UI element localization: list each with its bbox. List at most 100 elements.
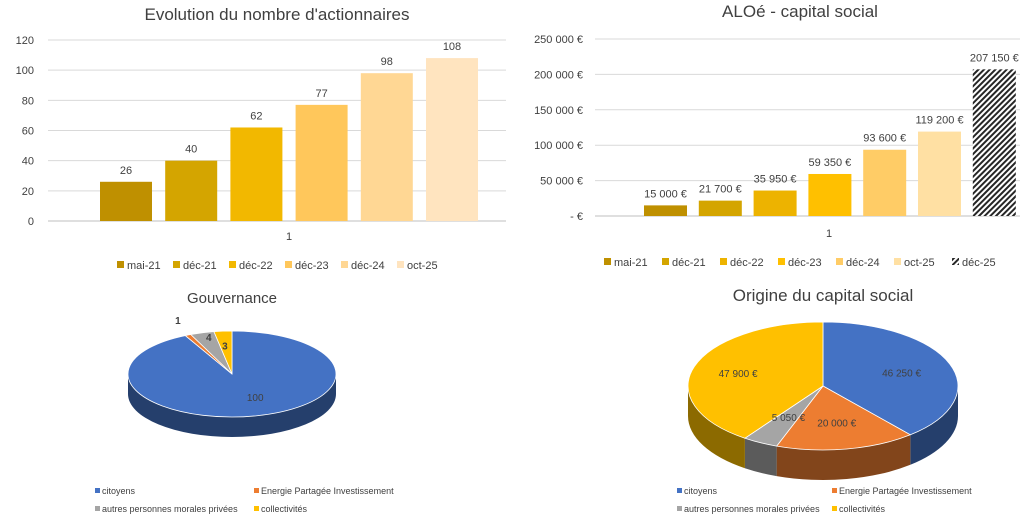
- y-tick-label: 60: [22, 126, 34, 138]
- y-tick-label: 200 000 €: [534, 69, 583, 81]
- legend-entry: citoyens: [102, 486, 136, 496]
- y-tick-label: - €: [570, 211, 583, 223]
- data-label: 15 000 €: [644, 188, 687, 200]
- legend-swatch: [341, 261, 348, 268]
- legend-swatch: [604, 258, 611, 265]
- data-label: 98: [381, 56, 393, 68]
- legend-swatch: [229, 261, 236, 268]
- pie-slice-citoyens: [822, 321, 959, 436]
- legend-swatch: [285, 261, 292, 268]
- bar-déc-24: [360, 73, 413, 221]
- data-label: 21 700 €: [699, 184, 742, 196]
- legend-swatch: [117, 261, 124, 268]
- slice-data-label: 46 250 €: [882, 368, 921, 379]
- legend-entry: autres personnes morales privées: [102, 504, 238, 514]
- legend-swatch: [662, 258, 669, 265]
- legend-swatch: [95, 488, 100, 493]
- capital-origin-pie-chart: Origine du capital social 46 250 € 20 000…: [677, 286, 972, 514]
- data-label: 35 950 €: [754, 174, 797, 186]
- legend-swatch: [894, 258, 901, 265]
- slice-data-label: 1: [175, 316, 181, 327]
- legend-swatch: [254, 506, 259, 511]
- y-tick-label: 250 000 €: [534, 34, 583, 46]
- legend-entry: mai-21: [127, 260, 161, 272]
- bar-déc-21: [165, 160, 218, 221]
- data-label: 108: [443, 41, 461, 53]
- bar-déc-22: [230, 127, 283, 221]
- legend-swatch: [677, 488, 682, 493]
- y-tick-label: 150 000 €: [534, 105, 583, 117]
- slice-data-label: 47 900 €: [719, 369, 758, 380]
- legend-swatch: [397, 261, 404, 268]
- data-label: 93 600 €: [863, 133, 906, 145]
- legend-entry: oct-25: [407, 260, 438, 272]
- legend-entry: collectivités: [839, 504, 886, 514]
- legend-entry: Energie Partagée Investissement: [261, 486, 394, 496]
- legend-entry: Energie Partagée Investissement: [839, 486, 972, 496]
- bar-déc-25: [972, 69, 1016, 216]
- slice-data-label: 20 000 €: [817, 419, 856, 430]
- legend-entry: mai-21: [614, 257, 648, 269]
- chart-title: Gouvernance: [187, 290, 277, 307]
- pie-slice-side-0: [910, 386, 958, 465]
- chart-title: Origine du capital social: [733, 286, 913, 305]
- legend-entry: déc-21: [183, 260, 217, 272]
- pie-slice-side-1: [776, 434, 911, 480]
- chart-title: ALOé - capital social: [722, 2, 878, 21]
- legend-entry: autres personnes morales privées: [684, 504, 820, 514]
- data-label: 40: [185, 144, 197, 156]
- legend-entry: déc-23: [788, 257, 822, 269]
- y-tick-label: 20: [22, 186, 34, 198]
- data-label: 207 150 €: [970, 52, 1019, 64]
- slice-data-label: 4: [206, 333, 212, 344]
- data-label: 119 200 €: [915, 115, 963, 127]
- pie-slice-side-2: [744, 438, 777, 477]
- legend-swatch: [832, 506, 837, 511]
- legend-swatch: [720, 258, 727, 265]
- pie-slice-collectivités: [687, 321, 824, 439]
- x-tick-label: 1: [286, 231, 292, 243]
- bar-déc-22: [753, 190, 797, 216]
- pie-slice-side-3: [688, 386, 745, 469]
- legend-swatch: [836, 258, 843, 265]
- slice-data-label: 3: [222, 342, 228, 353]
- y-tick-label: 120: [16, 35, 34, 47]
- governance-pie-chart: Gouvernance 100 1 43 citoyens Energie Parta…: [95, 290, 394, 514]
- legend-entry: déc-21: [672, 257, 706, 269]
- legend-entry: déc-25: [962, 257, 996, 269]
- slice-data-label: 100: [247, 393, 264, 404]
- legend-swatch: [95, 506, 100, 511]
- y-tick-label: 100 000 €: [534, 140, 583, 152]
- legend-swatch: [778, 258, 785, 265]
- pie-slice-Energie Partagée Investissement: [775, 385, 912, 451]
- legend-entry: déc-22: [730, 257, 764, 269]
- bar-mai-21: [644, 205, 687, 216]
- bar-déc-23: [808, 173, 852, 216]
- shareholders-chart: Evolution du nombre d'actionnaires 0 20 40…: [16, 5, 506, 272]
- y-tick-label: 0: [28, 216, 34, 228]
- pie-slice-collectivités: [213, 330, 233, 375]
- data-label: 26: [120, 165, 132, 177]
- bar-oct-25: [426, 58, 478, 221]
- legend-swatch: [254, 488, 259, 493]
- x-tick-label: 1: [826, 228, 832, 240]
- data-label: 77: [315, 88, 327, 100]
- y-tick-label: 100: [16, 65, 34, 77]
- bar-déc-23: [295, 104, 348, 221]
- legend-swatch: [677, 506, 682, 511]
- y-tick-label: 40: [22, 156, 34, 168]
- bar-oct-25: [918, 131, 961, 216]
- legend-entry: collectivités: [261, 504, 308, 514]
- bar-déc-24: [863, 149, 907, 216]
- legend-swatch: [173, 261, 180, 268]
- data-label: 59 350 €: [808, 157, 851, 169]
- legend-entry: oct-25: [904, 257, 935, 269]
- legend-entry: déc-24: [846, 257, 880, 269]
- legend-entry: déc-22: [239, 260, 273, 272]
- y-tick-label: 80: [22, 95, 34, 107]
- legend-entry: déc-23: [295, 260, 329, 272]
- bar-déc-21: [698, 200, 742, 216]
- legend-swatch: [832, 488, 837, 493]
- legend-entry: citoyens: [684, 486, 718, 496]
